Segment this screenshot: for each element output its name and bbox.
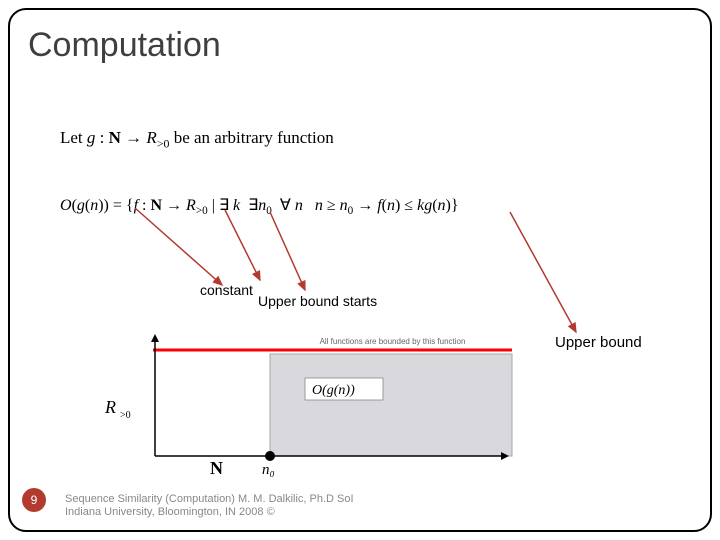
label-upper-bound: Upper bound xyxy=(555,334,642,351)
page-title: Computation xyxy=(28,26,221,65)
svg-text:n₀: n₀ xyxy=(262,462,275,478)
footer-citation: Sequence Similarity (Computation) M. M. … xyxy=(65,493,365,521)
bigO-diagram: All functions are bounded by this functi… xyxy=(95,328,515,478)
slide-number-badge: 9 xyxy=(22,488,46,512)
svg-text:>0: >0 xyxy=(120,410,131,421)
math-definition-line1: Let g : N → R>0 be an arbitrary function xyxy=(60,128,334,151)
label-upper-bound-starts: Upper bound starts xyxy=(258,293,377,309)
svg-text:O(g(n)): O(g(n)) xyxy=(312,383,355,398)
slide-number: 9 xyxy=(31,493,38,507)
math-definition-line2: O(g(n)) = {f : N → R>0 | ∃ k ∃n0 ∀ n n ≥… xyxy=(60,195,459,217)
svg-text:R: R xyxy=(104,397,116,417)
svg-text:N: N xyxy=(210,458,223,478)
svg-text:All functions are bounded by t: All functions are bounded by this functi… xyxy=(320,337,466,346)
label-constant: constant xyxy=(200,282,253,298)
